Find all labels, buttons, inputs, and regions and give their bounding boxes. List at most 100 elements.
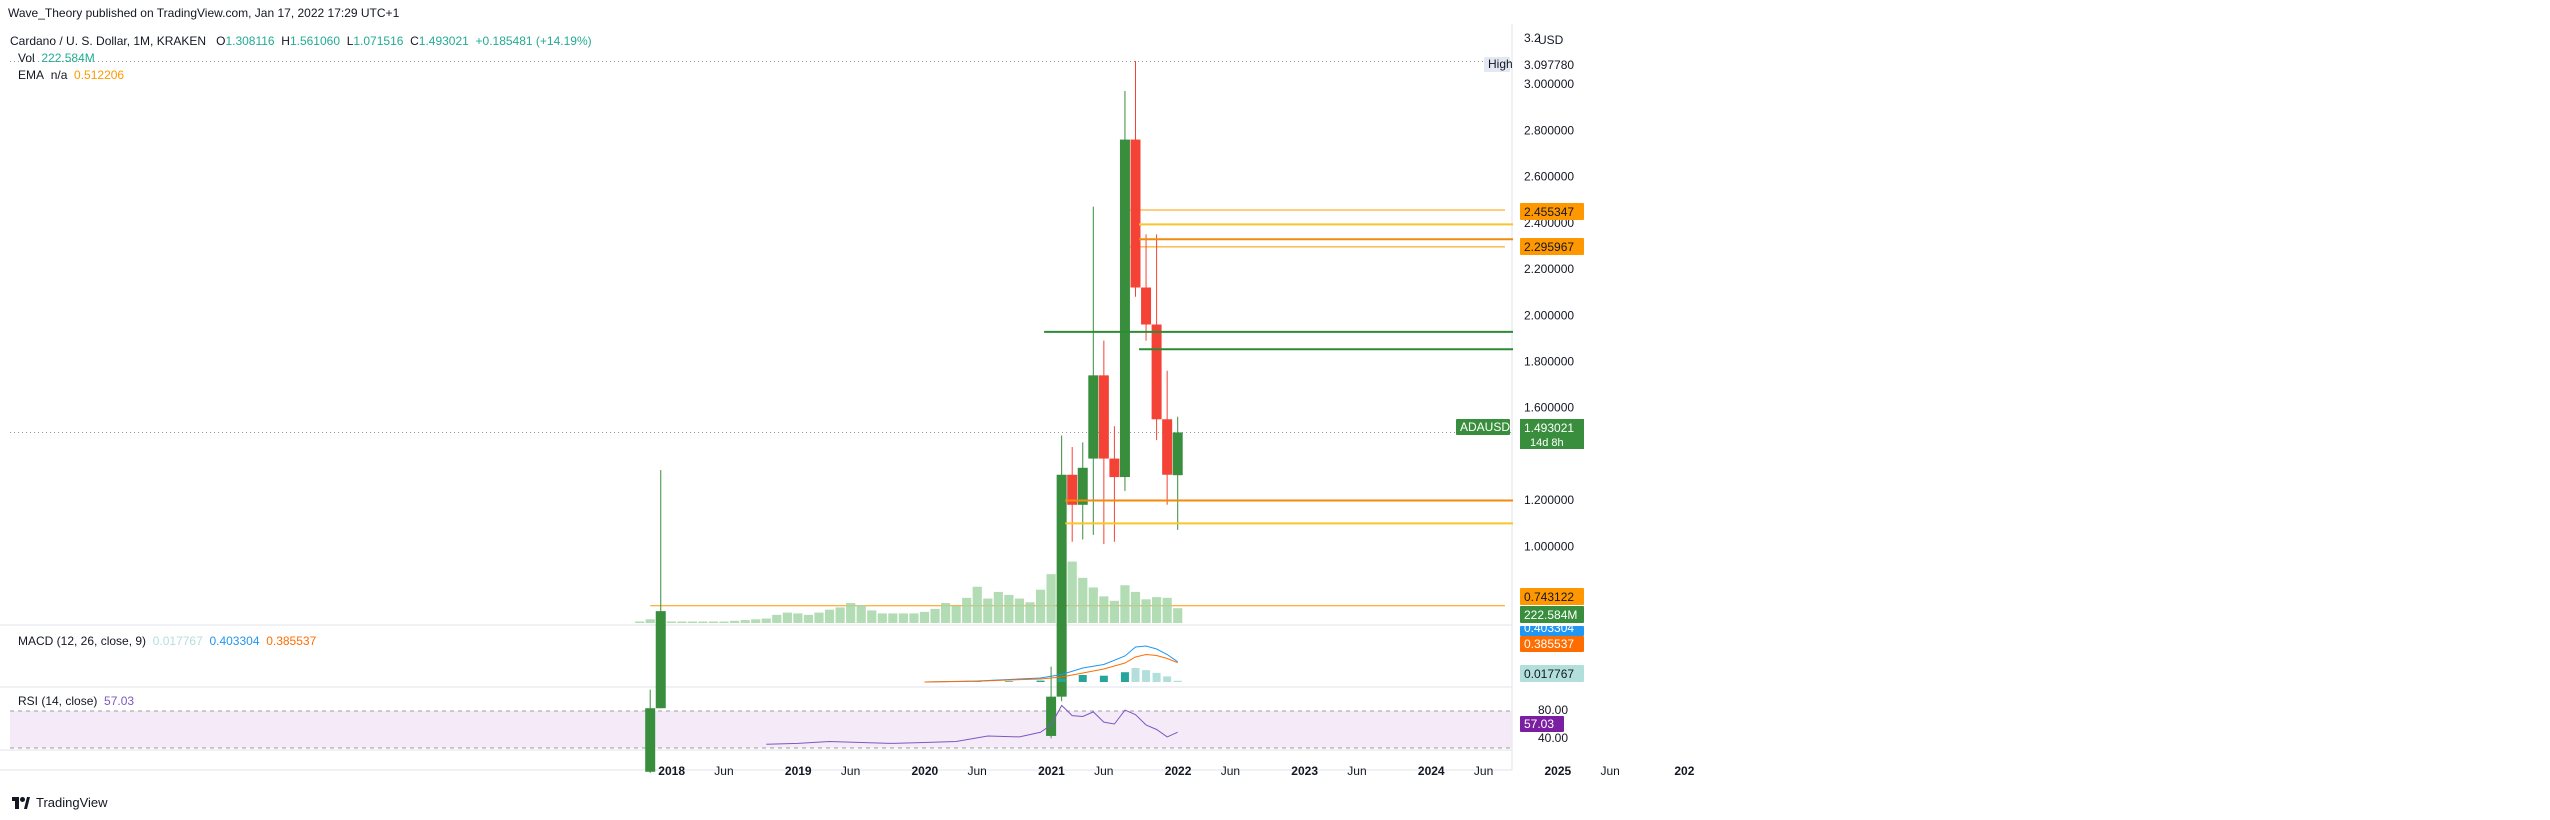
brand-name: TradingView [36, 795, 108, 810]
volume-bar [1014, 598, 1025, 623]
macd-hist-tag: 0.017767 [1524, 667, 1574, 681]
rsi-tag-bg [1520, 716, 1564, 732]
level3-price-tag-bg [1520, 588, 1584, 605]
low-label: L [346, 34, 354, 48]
volume-bar [1109, 600, 1119, 623]
price-axis-tick: 1.800000 [1524, 354, 1574, 368]
ema-na: n/a [50, 68, 68, 82]
candle-body[interactable] [655, 611, 666, 709]
candle-body[interactable] [1046, 696, 1057, 736]
symbol-legend: Cardano / U. S. Dollar, 1M, KRAKEN O1.30… [10, 34, 592, 48]
volume-bar [1025, 602, 1035, 623]
macd-line-tag-bg [1520, 626, 1584, 636]
ema-legend[interactable]: EMA n/a 0.512206 [18, 68, 124, 82]
candle-body[interactable] [1119, 139, 1130, 478]
open-label: O [216, 34, 226, 48]
time-axis-label: 2022 [1165, 764, 1192, 778]
time-axis-label: 2021 [1038, 764, 1065, 778]
high-tag-label: High [1488, 57, 1513, 71]
macd-hist-bar [1078, 675, 1087, 682]
price-axis-tick: 2.800000 [1524, 123, 1574, 137]
time-axis-label: 2019 [785, 764, 812, 778]
volume-tag: 222.584M [1524, 608, 1577, 622]
price-axis-tick: 2.600000 [1524, 170, 1574, 184]
level1-price-tag-bg [1520, 203, 1584, 220]
volume-bar [687, 621, 697, 623]
macd-hist-value: 0.017767 [152, 634, 203, 648]
time-axis-label: Jun [841, 764, 860, 778]
price-axis-tick: 1.000000 [1524, 539, 1574, 553]
price-axis-tick: 1.600000 [1524, 401, 1574, 415]
time-axis-label: Jun [714, 764, 733, 778]
macd-hist-bar [1142, 670, 1151, 682]
candle-body[interactable] [1056, 474, 1067, 697]
macd-line [924, 645, 1178, 683]
candle-body[interactable] [1109, 458, 1120, 478]
tradingview-logo[interactable]: TradingView [12, 795, 108, 810]
macd-hist-bar [1120, 672, 1129, 682]
time-axis-label: Jun [1221, 764, 1240, 778]
volume-bar [835, 607, 845, 623]
candle-body[interactable] [1077, 467, 1088, 505]
macd-hist-tag-bg [1520, 665, 1584, 682]
volume-bar [635, 621, 645, 623]
volume-tag-bg [1520, 606, 1584, 623]
candle-body[interactable] [645, 708, 656, 772]
volume-bar [898, 613, 908, 623]
volume-bar [1141, 599, 1151, 623]
time-axis-label: 202 [1674, 764, 1694, 778]
close-value: 1.493021 [418, 34, 469, 48]
volume-bar [867, 610, 877, 623]
volume-legend[interactable]: Vol 222.584M [18, 51, 95, 65]
high-value: 1.561060 [289, 34, 341, 48]
macd-legend[interactable]: MACD (12, 26, close, 9) 0.017767 0.40330… [18, 634, 316, 648]
symbol-name[interactable]: Cardano / U. S. Dollar, 1M, KRAKEN [10, 34, 207, 48]
time-axis-label: Jun [1094, 764, 1113, 778]
macd-signal-tag: 0.385537 [1524, 637, 1574, 651]
time-axis-label: 2023 [1291, 764, 1318, 778]
rsi-legend[interactable]: RSI (14, close) 57.03 [18, 694, 134, 708]
candle-body[interactable] [1088, 375, 1099, 459]
level2-price-tag: 2.295967 [1524, 240, 1574, 254]
volume-bar [983, 598, 993, 623]
close-label: C [410, 34, 419, 48]
volume-bar [888, 613, 898, 623]
volume-bar [941, 603, 951, 623]
level1-price-tag: 2.455347 [1524, 205, 1574, 219]
volume-bar [877, 613, 887, 623]
macd-hist-bar [1163, 676, 1172, 682]
macd-hist-bar [1099, 675, 1108, 682]
volume-label: Vol [18, 51, 35, 65]
price-axis[interactable] [1513, 24, 2550, 770]
price-axis-tick: 3.2 [1524, 31, 1541, 45]
candle-body[interactable] [1151, 324, 1162, 420]
volume-bar [730, 620, 740, 623]
rsi-tag: 57.03 [1524, 717, 1554, 731]
volume-bar [1162, 597, 1172, 623]
time-axis-label: 2018 [658, 764, 685, 778]
volume-bar [1130, 591, 1141, 623]
candle-body[interactable] [1130, 139, 1141, 288]
candle-body[interactable] [1098, 375, 1109, 459]
level2-price-tag-bg [1520, 238, 1584, 255]
publisher-info: Wave_Theory published on TradingView.com… [8, 6, 400, 20]
ema-label: EMA [18, 68, 45, 82]
price-axis-tick: 2.000000 [1524, 308, 1574, 322]
volume-bar [962, 597, 972, 623]
low-value: 1.071516 [353, 34, 404, 48]
volume-bar [919, 611, 930, 623]
change-value: +0.185481 (+14.19%) [475, 34, 592, 48]
candle-body[interactable] [1067, 474, 1078, 505]
macd-signal-value: 0.385537 [266, 634, 317, 648]
candle-body[interactable] [1141, 287, 1152, 325]
candle-body[interactable] [1162, 419, 1173, 475]
volume-bar [1078, 577, 1088, 623]
volume-bar [772, 614, 782, 623]
candle-body[interactable] [1172, 432, 1183, 476]
volume-bar [993, 591, 1003, 623]
volume-bar [677, 621, 687, 623]
volume-bar [909, 613, 919, 623]
time-axis-label: 2020 [912, 764, 939, 778]
volume-value: 222.584M [41, 51, 95, 65]
